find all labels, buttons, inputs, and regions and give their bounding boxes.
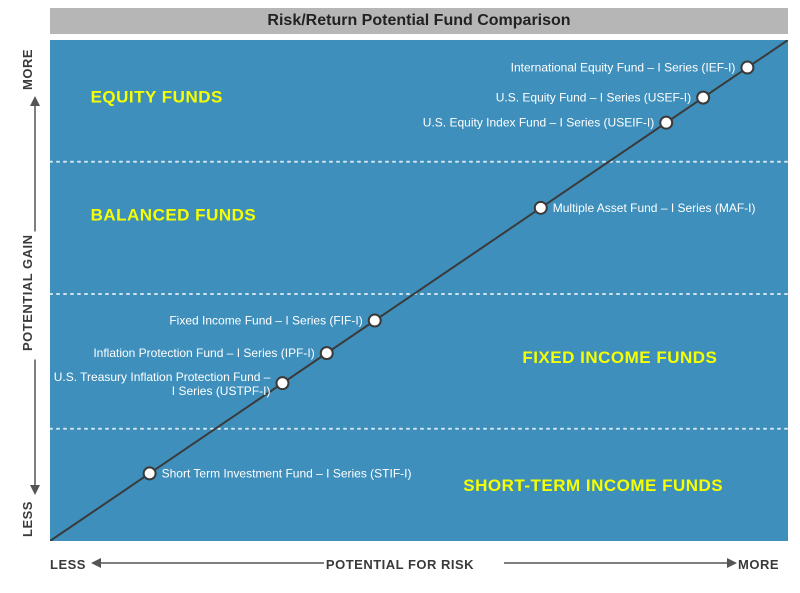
fund-marker bbox=[276, 377, 288, 389]
band-label: BALANCED FUNDS bbox=[91, 205, 257, 224]
fund-label: Inflation Protection Fund – I Series (IP… bbox=[93, 346, 314, 360]
fund-marker bbox=[144, 467, 156, 479]
fund-label: International Equity Fund – I Series (IE… bbox=[511, 61, 736, 75]
risk-return-line bbox=[50, 40, 788, 541]
chart-title: Risk/Return Potential Fund Comparison bbox=[267, 12, 570, 30]
band-label: SHORT-TERM INCOME FUNDS bbox=[463, 476, 723, 495]
fund-label: Multiple Asset Fund – I Series (MAF-I) bbox=[553, 201, 756, 215]
fund-label: Fixed Income Fund – I Series (FIF-I) bbox=[169, 314, 362, 328]
fund-marker bbox=[321, 347, 333, 359]
fund-label: U.S. Equity Index Fund – I Series (USEIF… bbox=[423, 116, 654, 130]
fund-label: Short Term Investment Fund – I Series (S… bbox=[162, 466, 412, 480]
fund-marker bbox=[535, 202, 547, 214]
fund-marker bbox=[660, 117, 672, 129]
fund-label: I Series (USTPF-I) bbox=[172, 384, 271, 398]
fund-marker bbox=[697, 92, 709, 104]
fund-label: U.S. Treasury Inflation Protection Fund … bbox=[54, 370, 271, 384]
plot-area: EQUITY FUNDS BALANCED FUNDS FIXED INCOME F… bbox=[50, 40, 788, 541]
fund-marker bbox=[369, 315, 381, 327]
fund-marker bbox=[741, 62, 753, 74]
chart-header: Risk/Return Potential Fund Comparison bbox=[50, 8, 788, 34]
plot-svg: EQUITY FUNDS BALANCED FUNDS FIXED INCOME F… bbox=[50, 40, 788, 541]
x-axis-arrow bbox=[0, 553, 800, 593]
chart-root: Risk/Return Potential Fund Comparison EQ… bbox=[0, 0, 800, 583]
y-axis-arrow bbox=[0, 0, 50, 583]
band-label: FIXED INCOME FUNDS bbox=[522, 348, 717, 367]
fund-label: U.S. Equity Fund – I Series (USEF-I) bbox=[496, 91, 691, 105]
band-label: EQUITY FUNDS bbox=[91, 88, 223, 107]
